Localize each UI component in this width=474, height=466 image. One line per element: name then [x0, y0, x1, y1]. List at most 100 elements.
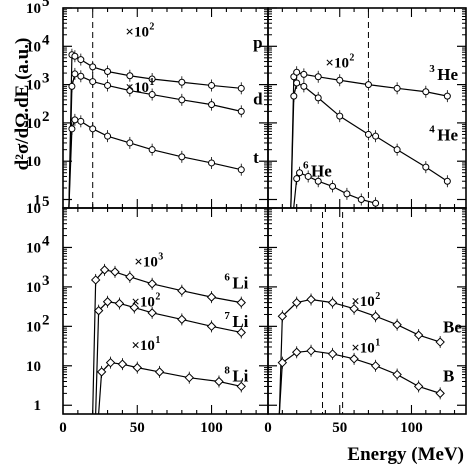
data-point-8Li: [105, 357, 116, 368]
data-point-p: [237, 84, 245, 92]
data-point-3He: [393, 84, 401, 92]
scale-factor-exponent: 2: [375, 291, 380, 302]
data-point-6Li: [147, 279, 157, 289]
x-tick-label: 0: [59, 420, 67, 436]
scale-factor-label: ×10: [134, 254, 158, 270]
data-point-4He: [364, 130, 372, 138]
series-label: He: [437, 65, 458, 84]
y-tick-label: 10: [26, 116, 41, 132]
data-point-6He: [329, 182, 337, 190]
data-point-7Li: [93, 305, 104, 316]
data-point-3He: [443, 92, 451, 100]
series-label: He: [311, 161, 332, 180]
scale-factor-label: ×10: [351, 294, 375, 310]
data-point-d: [178, 96, 186, 104]
y-tick-label-exponent: 3: [42, 273, 50, 289]
scale-factor-exponent: 3: [158, 251, 163, 262]
data-point-d: [77, 72, 85, 80]
data-point-Be: [370, 311, 381, 321]
data-point-d: [208, 101, 216, 109]
data-point-Be: [327, 297, 338, 308]
data-point-t: [77, 117, 85, 125]
data-point-p: [126, 72, 134, 80]
series-line-6Li: [92, 269, 242, 415]
data-point-Be: [349, 304, 359, 314]
data-point-B: [392, 369, 402, 380]
data-point-p: [77, 56, 85, 64]
data-point-t: [126, 139, 134, 147]
data-point-7Li: [129, 302, 140, 313]
data-point-8Li: [132, 362, 142, 373]
data-point-6He: [314, 177, 322, 185]
data-point-7Li: [102, 297, 113, 307]
data-point-Be: [392, 320, 402, 330]
data-point-8Li: [117, 359, 128, 369]
data-point-8Li: [154, 367, 165, 377]
scale-factor-label: ×10: [125, 80, 149, 96]
scale-factor-exponent: 2: [149, 22, 154, 33]
data-point-4He: [443, 177, 451, 185]
series-label: Li: [232, 274, 248, 293]
y-tick-label: 10: [26, 280, 41, 296]
data-point-6He: [304, 172, 312, 180]
data-point-7Li: [114, 298, 125, 309]
scale-factor-label: ×10: [131, 294, 155, 310]
y-tick-label: 10: [26, 319, 41, 335]
series-line-Be: [278, 298, 441, 415]
data-point-6He: [372, 199, 380, 207]
data-point-4He: [290, 92, 298, 100]
y-tick-label: 10: [26, 240, 41, 256]
y-tick-label: 10: [26, 201, 41, 217]
data-point-p: [208, 81, 216, 89]
series-label-mass-number: 8: [224, 364, 230, 376]
y-tick-label: 10: [26, 359, 41, 375]
panel-bottom-right: 0 50 100×10 2Be×10 1B: [264, 207, 467, 436]
data-point-B: [413, 381, 424, 392]
y-tick-label: 1: [34, 193, 42, 209]
data-point-6Li: [110, 267, 120, 277]
series-line-B: [278, 350, 441, 415]
data-point-4He: [300, 82, 308, 90]
data-point-3He: [336, 76, 344, 84]
data-point-t: [237, 166, 245, 174]
data-point-B: [370, 361, 381, 371]
series-line-4He: [290, 82, 448, 209]
data-point-d: [104, 81, 112, 89]
series-line-8Li: [98, 362, 242, 415]
data-point-d: [71, 70, 79, 78]
y-tick-label-exponent: 2: [42, 312, 50, 328]
x-tick-label: 50: [130, 420, 145, 436]
data-point-t: [208, 159, 216, 167]
series-label: B: [443, 366, 454, 385]
data-point-7Li: [236, 327, 246, 338]
series-label: d: [253, 90, 263, 109]
data-point-4He: [314, 94, 322, 102]
data-point-t: [178, 153, 186, 161]
data-point-8Li: [96, 367, 107, 377]
data-point-B: [291, 347, 302, 357]
data-point-Be: [277, 311, 288, 321]
series-label: t: [253, 148, 259, 167]
y-tick-label-exponent: 5: [42, 194, 50, 210]
data-point-t: [89, 125, 97, 133]
data-point-Be: [435, 337, 445, 347]
data-point-6He: [343, 190, 351, 198]
series-label: p: [253, 33, 262, 52]
x-tick-label: 100: [400, 420, 423, 436]
y-tick-label: 10: [26, 39, 41, 55]
data-point-6Li: [236, 297, 246, 308]
data-point-4He: [422, 163, 430, 171]
data-point-t: [148, 146, 156, 154]
y-axis-label: d²σ/dΩ.dE (a.u.): [12, 38, 33, 171]
series-label: Li: [232, 366, 248, 385]
series-label-mass-number: 7: [224, 310, 230, 322]
series-label: He: [437, 125, 458, 144]
y-tick-label-exponent: 5: [42, 0, 50, 10]
data-point-6Li: [125, 272, 135, 282]
scale-factor-label: ×10: [351, 340, 375, 356]
data-point-6He: [296, 169, 304, 177]
series-label: Li: [232, 312, 248, 331]
data-point-3He: [300, 70, 308, 78]
y-tick-label-exponent: 4: [42, 233, 50, 249]
data-point-6He: [357, 196, 365, 204]
